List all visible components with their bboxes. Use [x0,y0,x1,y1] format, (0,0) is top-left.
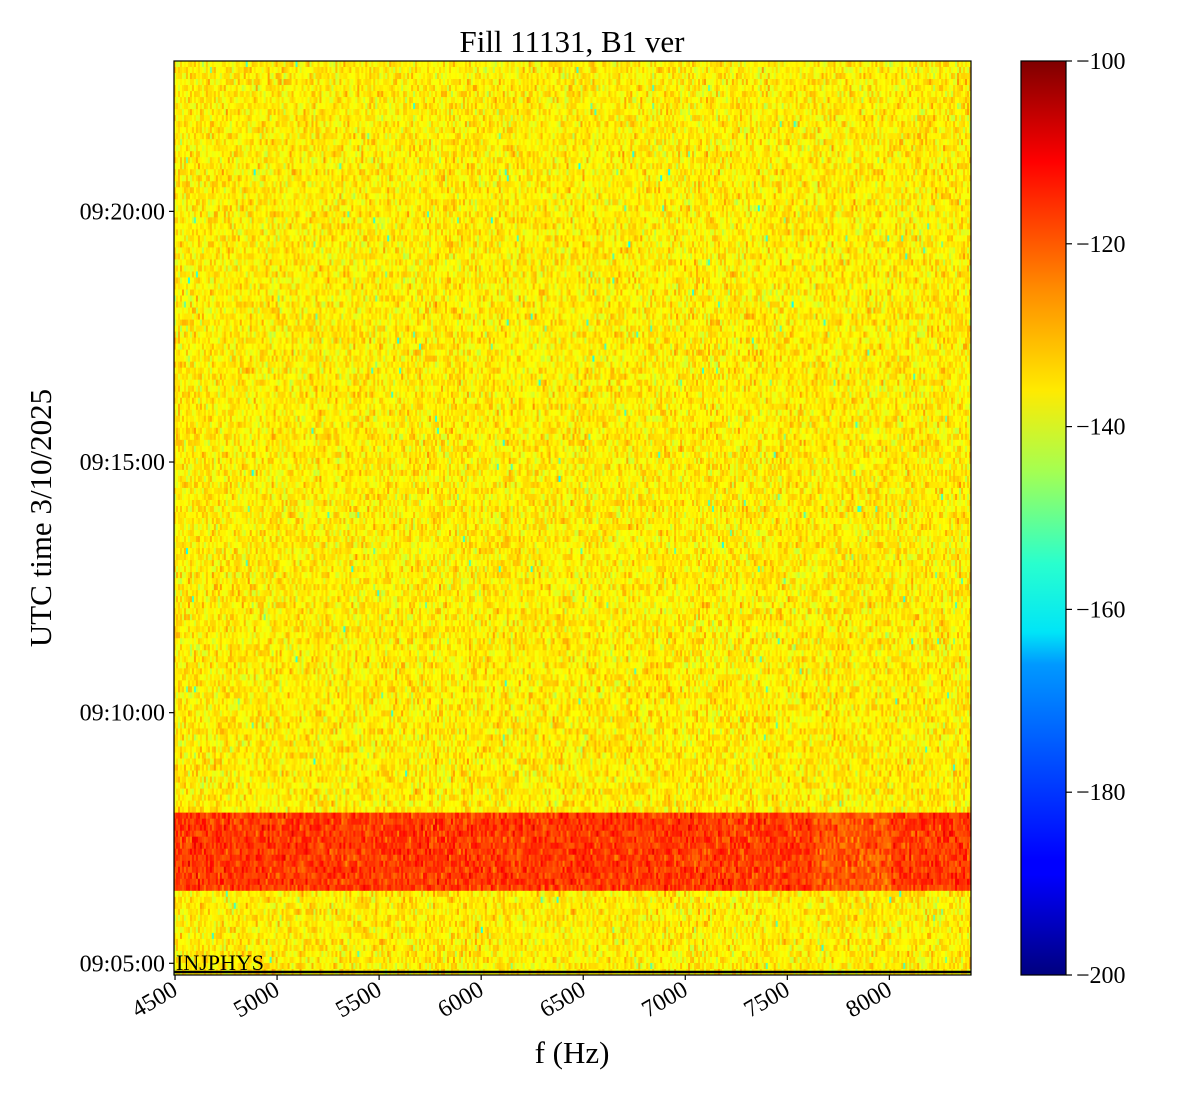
chart-title: Fill 11131, B1 ver [459,24,685,59]
heatmap-cells [174,61,971,975]
